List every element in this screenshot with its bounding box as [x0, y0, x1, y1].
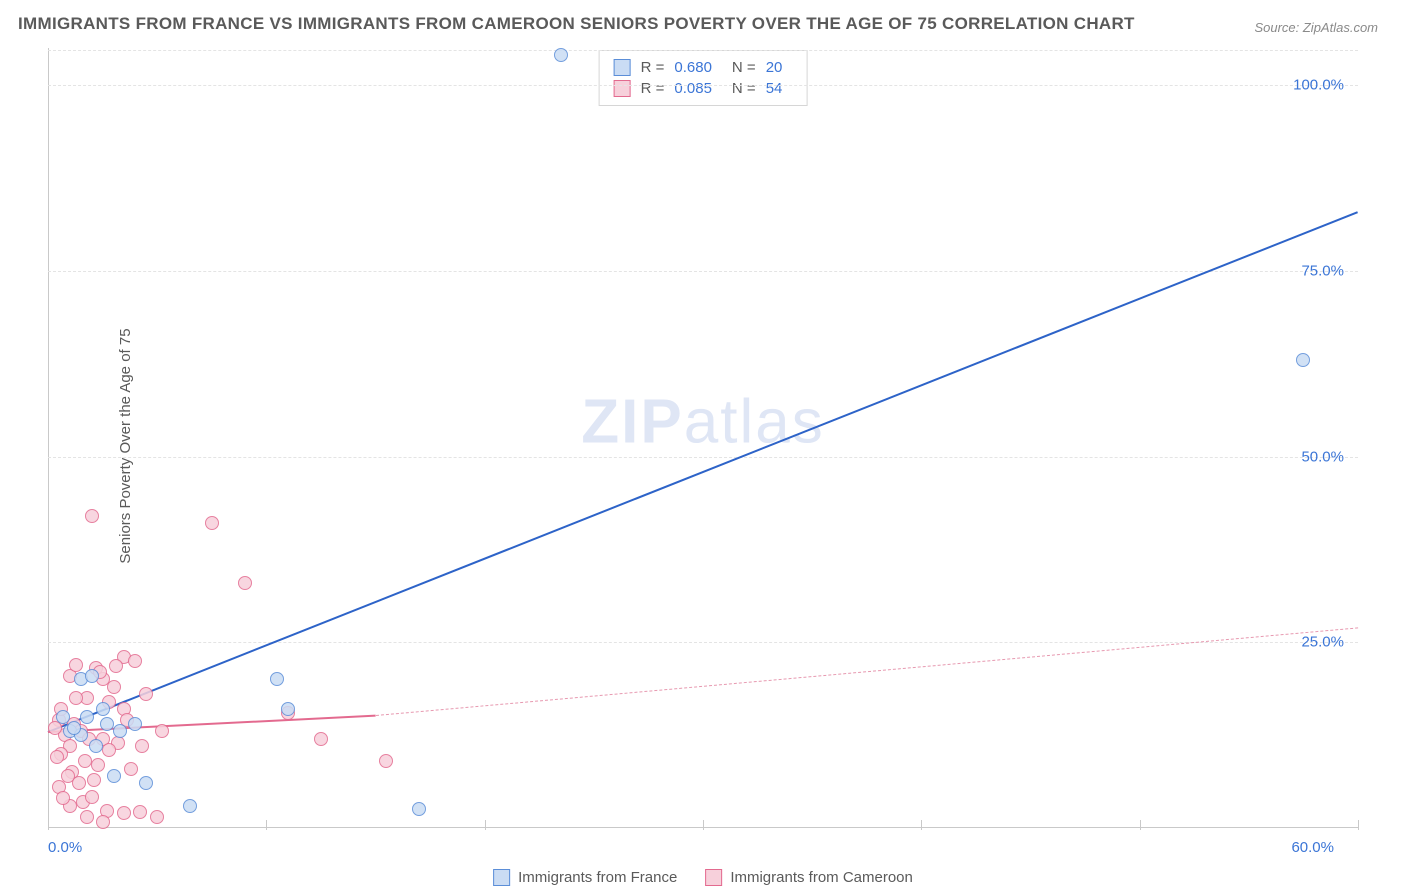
data-point — [107, 680, 121, 694]
legend-label-cameroon: Immigrants from Cameroon — [730, 869, 913, 886]
y-tick-label: 100.0% — [1293, 77, 1344, 94]
legend-item-cameroon: Immigrants from Cameroon — [705, 869, 913, 886]
data-point — [56, 710, 70, 724]
data-point — [69, 691, 83, 705]
data-point — [96, 815, 110, 829]
n-label: N = — [732, 59, 756, 76]
data-point — [96, 702, 110, 716]
data-point — [72, 776, 86, 790]
regression-line — [375, 627, 1358, 716]
chart-area: ZIPatlas R = 0.680 N = 20 R = 0.085 N = … — [48, 48, 1358, 828]
x-tick-label: 60.0% — [1291, 839, 1334, 856]
swatch-france-icon — [493, 869, 510, 886]
data-point — [128, 717, 142, 731]
data-point — [87, 773, 101, 787]
gridline — [48, 457, 1358, 458]
r-value-france: 0.680 — [674, 59, 712, 76]
data-point — [238, 576, 252, 590]
data-point — [67, 721, 81, 735]
r-value-cameroon: 0.085 — [674, 80, 712, 97]
data-point — [109, 659, 123, 673]
y-tick-label: 75.0% — [1301, 262, 1344, 279]
data-point — [50, 750, 64, 764]
x-tick — [703, 820, 704, 830]
data-point — [183, 799, 197, 813]
swatch-france — [614, 59, 631, 76]
data-point — [554, 48, 568, 62]
gridline — [48, 642, 1358, 643]
regression-line — [48, 211, 1359, 733]
x-tick — [921, 820, 922, 830]
data-point — [124, 762, 138, 776]
bottom-legend: Immigrants from France Immigrants from C… — [493, 869, 913, 886]
data-point — [80, 710, 94, 724]
watermark-zip: ZIP — [581, 388, 683, 457]
swatch-cameroon — [614, 80, 631, 97]
regression-line — [48, 715, 376, 733]
data-point — [56, 791, 70, 805]
stats-legend-box: R = 0.680 N = 20 R = 0.085 N = 54 — [599, 50, 808, 106]
n-label: N = — [732, 80, 756, 97]
x-tick-label: 0.0% — [48, 839, 82, 856]
data-point — [270, 672, 284, 686]
data-point — [107, 769, 121, 783]
data-point — [205, 516, 219, 530]
data-point — [69, 658, 83, 672]
data-point — [78, 754, 92, 768]
swatch-cameroon-icon — [705, 869, 722, 886]
data-point — [91, 758, 105, 772]
data-point — [1296, 353, 1310, 367]
y-tick-label: 50.0% — [1301, 448, 1344, 465]
r-label: R = — [641, 59, 665, 76]
data-point — [379, 754, 393, 768]
source-label: Source: ZipAtlas.com — [1254, 20, 1378, 35]
stats-row-cameroon: R = 0.085 N = 54 — [614, 78, 793, 99]
data-point — [139, 687, 153, 701]
data-point — [150, 810, 164, 824]
data-point — [314, 732, 328, 746]
data-point — [135, 739, 149, 753]
x-tick — [1140, 820, 1141, 830]
watermark-atlas: atlas — [684, 388, 825, 457]
gridline — [48, 271, 1358, 272]
data-point — [85, 669, 99, 683]
chart-title: IMMIGRANTS FROM FRANCE VS IMMIGRANTS FRO… — [18, 14, 1135, 34]
n-value-france: 20 — [766, 59, 783, 76]
data-point — [102, 743, 116, 757]
data-point — [412, 802, 426, 816]
stats-row-france: R = 0.680 N = 20 — [614, 57, 793, 78]
data-point — [139, 776, 153, 790]
x-tick — [48, 820, 49, 830]
data-point — [155, 724, 169, 738]
data-point — [80, 810, 94, 824]
watermark: ZIPatlas — [581, 387, 824, 458]
data-point — [113, 724, 127, 738]
n-value-cameroon: 54 — [766, 80, 783, 97]
y-tick-label: 25.0% — [1301, 634, 1344, 651]
x-tick — [485, 820, 486, 830]
gridline — [48, 85, 1358, 86]
legend-label-france: Immigrants from France — [518, 869, 677, 886]
data-point — [85, 509, 99, 523]
data-point — [89, 739, 103, 753]
data-point — [85, 790, 99, 804]
y-axis-line — [48, 48, 49, 828]
data-point — [133, 805, 147, 819]
data-point — [281, 702, 295, 716]
legend-item-france: Immigrants from France — [493, 869, 677, 886]
x-tick — [1358, 820, 1359, 830]
gridline — [48, 50, 1358, 51]
x-tick — [266, 820, 267, 830]
r-label: R = — [641, 80, 665, 97]
data-point — [100, 717, 114, 731]
data-point — [128, 654, 142, 668]
data-point — [117, 806, 131, 820]
